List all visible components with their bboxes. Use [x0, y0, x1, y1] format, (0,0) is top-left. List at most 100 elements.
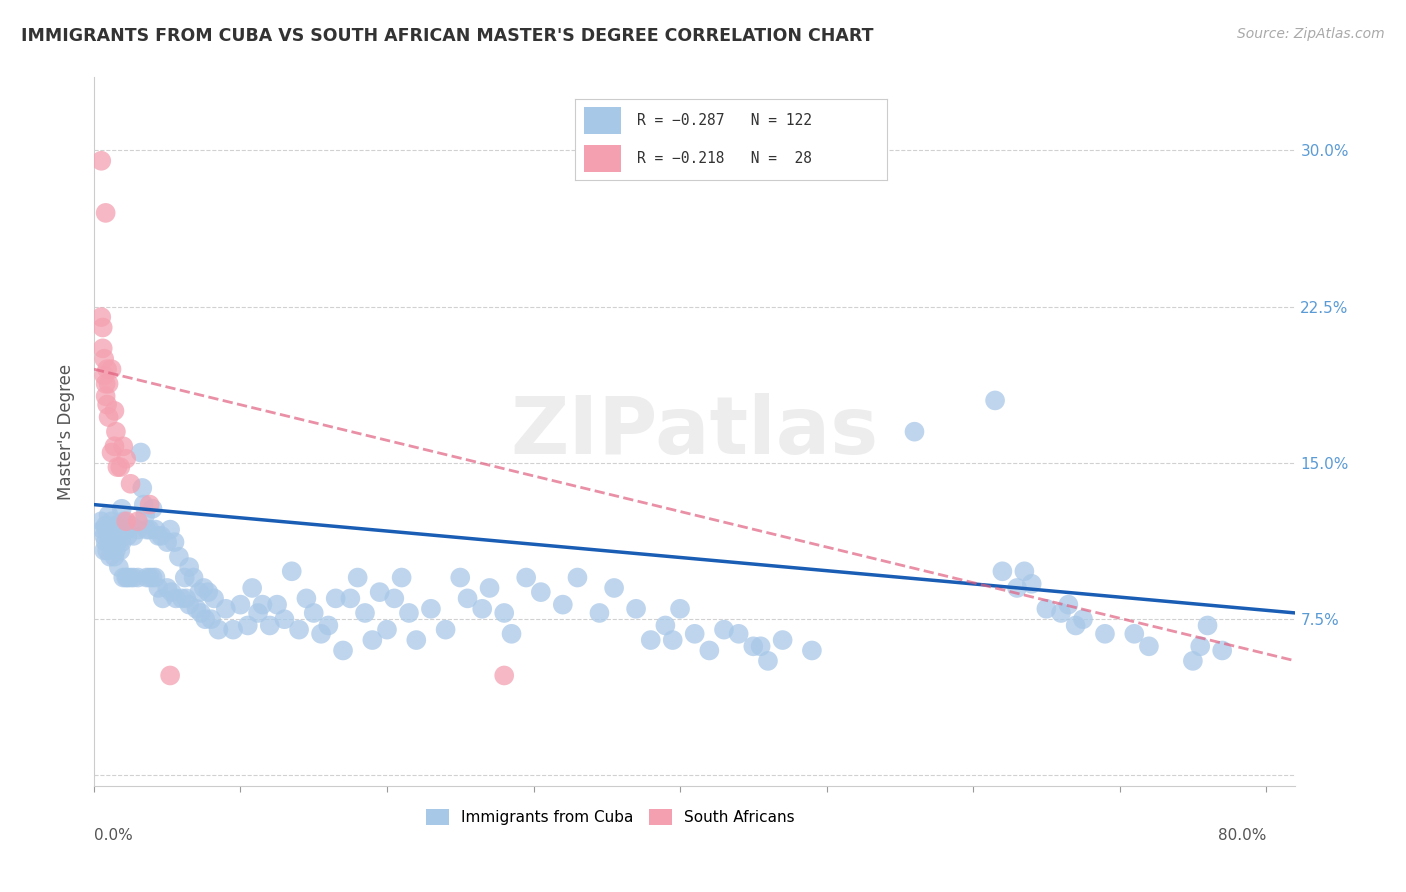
Point	[434, 623, 457, 637]
Point	[567, 570, 589, 584]
Point	[156, 535, 179, 549]
Point	[420, 602, 443, 616]
Point	[93, 351, 115, 366]
Point	[179, 598, 201, 612]
Point	[624, 602, 647, 616]
Point	[375, 623, 398, 637]
Point	[494, 606, 516, 620]
Point	[97, 410, 120, 425]
Point	[236, 618, 259, 632]
Text: IMMIGRANTS FROM CUBA VS SOUTH AFRICAN MASTER'S DEGREE CORRELATION CHART: IMMIGRANTS FROM CUBA VS SOUTH AFRICAN MA…	[21, 27, 873, 45]
Text: 80.0%: 80.0%	[1218, 828, 1267, 843]
Point	[94, 518, 117, 533]
Point	[991, 564, 1014, 578]
Point	[457, 591, 479, 606]
Point	[772, 633, 794, 648]
Point	[273, 612, 295, 626]
Point	[115, 451, 138, 466]
Point	[96, 398, 118, 412]
Point	[127, 570, 149, 584]
Point	[309, 627, 332, 641]
Text: Source: ZipAtlas.com: Source: ZipAtlas.com	[1237, 27, 1385, 41]
Point	[159, 668, 181, 682]
Point	[1197, 618, 1219, 632]
Point	[134, 508, 156, 522]
Point	[515, 570, 537, 584]
Point	[159, 523, 181, 537]
Point	[742, 640, 765, 654]
Point	[93, 543, 115, 558]
Point	[398, 606, 420, 620]
Point	[120, 476, 142, 491]
Point	[103, 439, 125, 453]
Point	[91, 342, 114, 356]
Point	[97, 508, 120, 522]
Point	[1021, 576, 1043, 591]
Point	[103, 404, 125, 418]
Point	[222, 623, 245, 637]
Point	[302, 606, 325, 620]
Point	[903, 425, 925, 439]
Point	[103, 529, 125, 543]
Point	[120, 518, 142, 533]
Point	[266, 598, 288, 612]
Point	[94, 206, 117, 220]
Point	[984, 393, 1007, 408]
Point	[131, 481, 153, 495]
Point	[115, 570, 138, 584]
Point	[551, 598, 574, 612]
Point	[105, 460, 128, 475]
Point	[104, 518, 127, 533]
Point	[100, 362, 122, 376]
Point	[530, 585, 553, 599]
Point	[112, 570, 135, 584]
Point	[138, 523, 160, 537]
Point	[361, 633, 384, 648]
Point	[354, 606, 377, 620]
Point	[193, 581, 215, 595]
Point	[318, 618, 340, 632]
Point	[108, 560, 131, 574]
Point	[494, 668, 516, 682]
Point	[96, 543, 118, 558]
Point	[112, 439, 135, 453]
Point	[100, 514, 122, 528]
Point	[90, 514, 112, 528]
Point	[100, 445, 122, 459]
Point	[200, 612, 222, 626]
Point	[96, 362, 118, 376]
Point	[194, 612, 217, 626]
Point	[98, 523, 121, 537]
Point	[105, 535, 128, 549]
Point	[339, 591, 361, 606]
Point	[1094, 627, 1116, 641]
Point	[240, 581, 263, 595]
Point	[94, 535, 117, 549]
Point	[91, 523, 114, 537]
Point	[111, 501, 134, 516]
Point	[661, 633, 683, 648]
Point	[346, 570, 368, 584]
Point	[127, 523, 149, 537]
Point	[713, 623, 735, 637]
Point	[104, 543, 127, 558]
Point	[449, 570, 471, 584]
Point	[135, 523, 157, 537]
Point	[115, 514, 138, 528]
Point	[1005, 581, 1028, 595]
Point	[135, 570, 157, 584]
Point	[1137, 640, 1160, 654]
Point	[148, 581, 170, 595]
Point	[90, 310, 112, 324]
Point	[640, 633, 662, 648]
Point	[800, 643, 823, 657]
Point	[252, 598, 274, 612]
Point	[100, 539, 122, 553]
Point	[1189, 640, 1212, 654]
Point	[110, 543, 132, 558]
Point	[183, 570, 205, 584]
Point	[190, 606, 212, 620]
Point	[93, 368, 115, 383]
Point	[98, 549, 121, 564]
Point	[148, 529, 170, 543]
